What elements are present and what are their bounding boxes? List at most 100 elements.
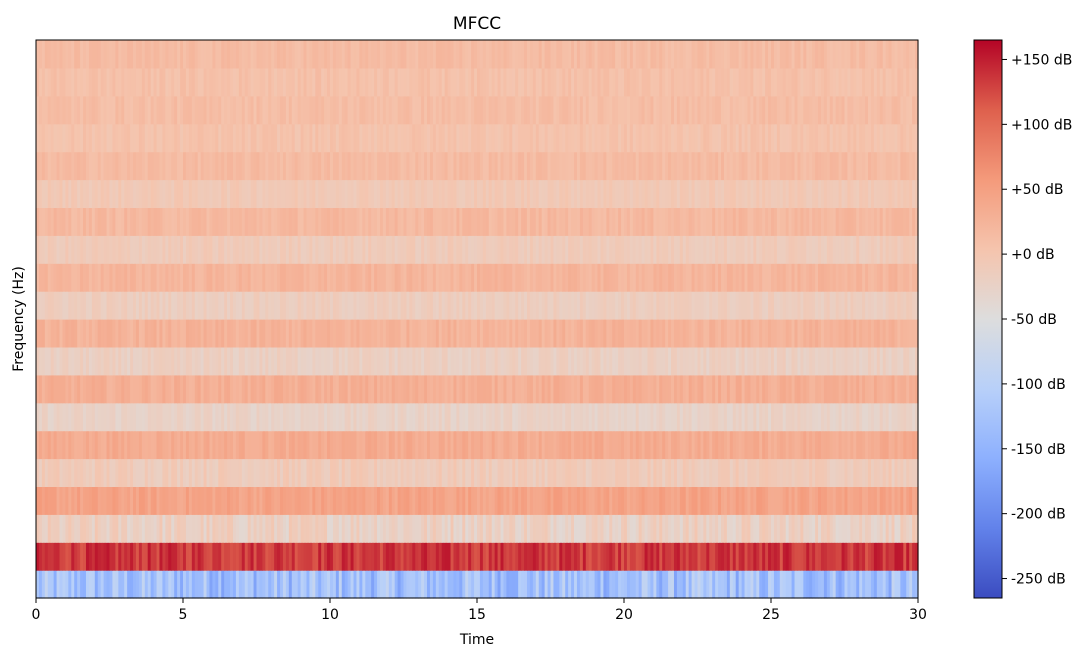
heatmap-cell [359,570,363,599]
heatmap-cell [332,430,337,460]
heatmap-cell [659,374,663,404]
heatmap-cell [374,291,378,320]
heatmap-cell [624,346,628,376]
heatmap-cell [618,486,622,515]
heatmap-cell [606,346,610,376]
heatmap-cell [212,570,216,599]
heatmap-cell [579,263,584,292]
heatmap-cell [277,179,281,208]
heatmap-cell [124,570,128,599]
heatmap-cell [212,151,216,181]
heatmap-cell [418,486,422,515]
heatmap-cell [197,402,202,432]
heatmap-cell [288,542,293,571]
heatmap-cell [232,458,237,487]
heatmap-cell [544,151,549,181]
heatmap-cell [694,570,699,599]
heatmap-cell [506,319,510,348]
heatmap-cell [297,374,302,404]
heatmap-cell [400,123,405,153]
heatmap-cell [403,458,408,487]
heatmap-cell [738,458,743,487]
heatmap-cell [488,374,493,404]
heatmap-cell [862,346,866,376]
heatmap-cell [397,430,402,460]
heatmap-cell [156,319,161,348]
heatmap-cell [494,570,499,599]
heatmap-cell [791,542,796,571]
heatmap-cell [597,207,602,236]
heatmap-cell [747,542,752,571]
heatmap-cell [544,123,549,153]
heatmap-cell [62,514,66,543]
heatmap-cell [280,430,284,460]
heatmap-cell [118,235,122,264]
heatmap-cell [232,179,237,208]
heatmap-cell [641,263,646,292]
heatmap-cell [547,319,552,348]
heatmap-cell [133,291,137,320]
heatmap-cell [712,402,716,432]
heatmap-cell [488,570,493,599]
heatmap-cell [209,123,213,153]
heatmap-cell [885,514,890,543]
heatmap-cell [800,235,804,264]
heatmap-cell [471,430,475,460]
heatmap-cell [600,458,605,487]
heatmap-cell [297,263,302,292]
heatmap-cell [109,346,114,376]
heatmap-cell [168,570,172,599]
heatmap-cell [59,291,64,320]
heatmap-cell [153,514,158,543]
heatmap-cell [621,207,625,236]
heatmap-cell [582,430,587,460]
heatmap-cell [174,542,178,571]
heatmap-cell [497,542,502,571]
heatmap-cell [235,179,240,208]
heatmap-cell [688,458,693,487]
heatmap-cell [609,235,613,264]
heatmap-cell [591,319,596,348]
heatmap-cell [235,458,240,487]
heatmap-cell [756,346,760,376]
heatmap-cell [247,151,252,181]
heatmap-cell [203,542,208,571]
heatmap-cell [585,123,590,153]
heatmap-cell [859,430,863,460]
heatmap-cell [153,570,158,599]
heatmap-cell [371,207,375,236]
heatmap-cell [94,486,99,515]
heatmap-cell [768,458,772,487]
heatmap-cell [341,123,346,153]
heatmap-cell [150,374,155,404]
heatmap-cell [759,319,763,348]
heatmap-cell [532,486,537,515]
heatmap-cell [83,151,87,181]
heatmap-cell [891,319,896,348]
heatmap-cell [56,179,61,208]
heatmap-cell [277,514,281,543]
heatmap-cell [171,319,175,348]
heatmap-cell [394,151,399,181]
heatmap-cell [277,263,281,292]
heatmap-cell [503,291,507,320]
heatmap-cell [97,235,102,264]
heatmap-cell [829,151,834,181]
heatmap-cell [441,402,446,432]
heatmap-cell [230,151,234,181]
heatmap-cell [538,263,543,292]
heatmap-cell [235,514,240,543]
heatmap-cell [562,207,566,236]
heatmap-cell [297,319,302,348]
heatmap-cell [406,151,410,181]
heatmap-cell [306,235,311,264]
heatmap-cell [682,151,687,181]
heatmap-cell [280,291,284,320]
heatmap-cell [465,514,469,543]
heatmap-cell [144,486,149,515]
heatmap-cell [141,346,146,376]
heatmap-cell [315,319,319,348]
heatmap-cell [85,458,90,487]
heatmap-cell [894,235,899,264]
heatmap-cell [174,151,178,181]
